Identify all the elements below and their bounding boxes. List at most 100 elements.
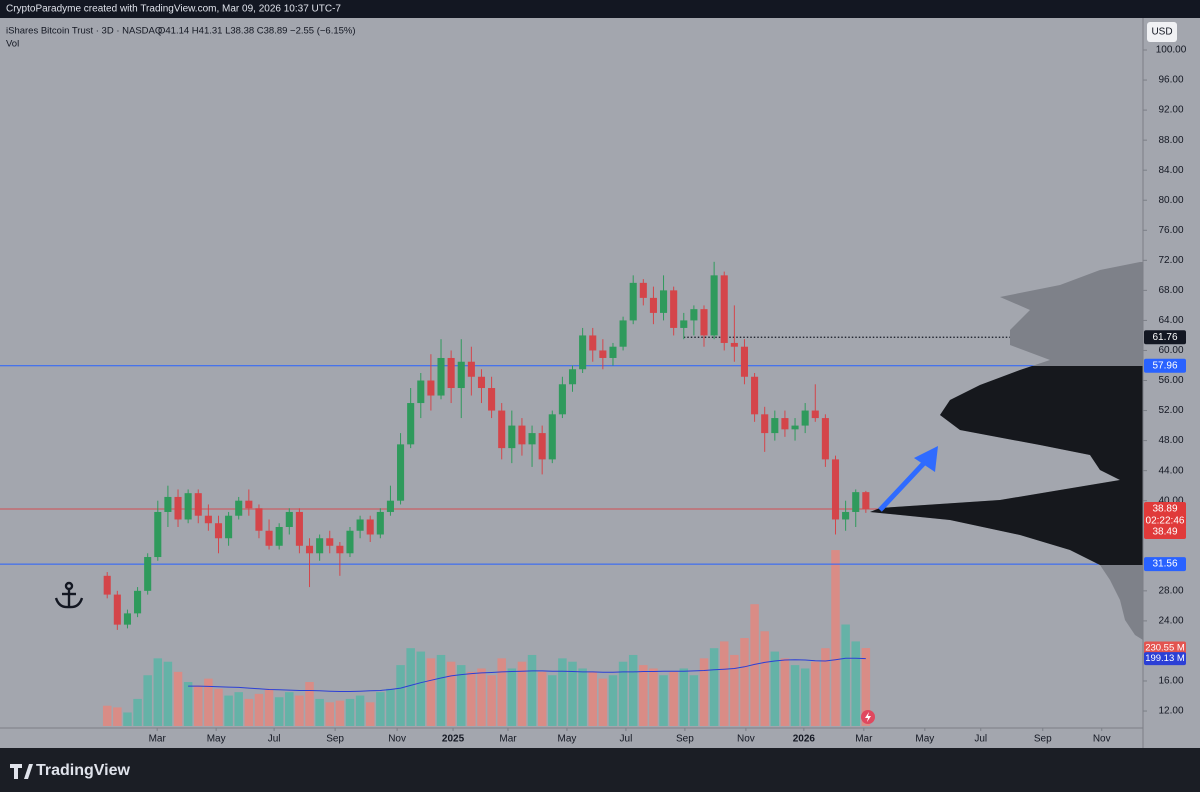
volume-bar — [102, 705, 112, 726]
candle-body — [356, 519, 364, 531]
candle-body — [235, 500, 243, 516]
y-tick-label: 16.00 — [1158, 676, 1183, 687]
candle-body — [255, 508, 263, 531]
volume-bar — [598, 678, 608, 726]
candle-body — [477, 376, 486, 389]
volume-bar — [477, 668, 486, 726]
volume-bar — [588, 671, 597, 726]
candle-body — [609, 346, 617, 358]
candle-body — [336, 545, 344, 554]
volume-bar — [143, 675, 152, 726]
candle-body — [710, 275, 718, 336]
y-tick-label: 56.00 — [1158, 375, 1183, 386]
candle-body — [214, 523, 223, 539]
candle-body — [144, 557, 152, 591]
candle-body — [225, 515, 233, 539]
volume-bar — [517, 661, 527, 726]
candle-body — [366, 519, 374, 535]
candle-body — [295, 511, 303, 546]
candle-body — [771, 418, 779, 434]
volume-bar — [730, 654, 739, 726]
candle-body — [852, 492, 860, 512]
candle-body — [134, 590, 142, 614]
candle-body — [548, 414, 556, 460]
volume-bar — [194, 685, 203, 726]
volume-bar — [760, 631, 769, 726]
volume-bar — [821, 648, 830, 726]
volume-bar — [628, 654, 638, 726]
volume-bar — [659, 675, 668, 726]
x-tick-label: May — [207, 734, 226, 745]
volume-bar — [861, 647, 871, 726]
y-tick-label: 76.00 — [1158, 225, 1183, 236]
volume-ma-line — [188, 657, 866, 692]
candle-body — [346, 530, 354, 554]
volume-bar — [608, 675, 618, 726]
volume-bar — [639, 665, 648, 726]
volume-bar — [456, 665, 466, 726]
volume-bar — [740, 638, 749, 726]
candle-body — [427, 380, 435, 396]
currency-box — [1147, 22, 1177, 42]
x-tick-label: Jul — [620, 734, 633, 745]
volume-bar — [163, 661, 173, 726]
candle-body — [568, 369, 577, 385]
volume-bar — [234, 692, 243, 726]
volume-bar — [770, 651, 780, 726]
dotted-line-label: 61.76 — [1152, 332, 1177, 343]
volume-bar — [264, 688, 274, 726]
candle-body — [397, 444, 405, 501]
candle-body — [245, 500, 253, 509]
y-tick-label: 100.00 — [1156, 45, 1187, 56]
candle-body — [326, 538, 334, 546]
volume-bar — [841, 624, 850, 726]
volume-bar — [578, 668, 587, 726]
x-tick-label: Nov — [737, 734, 755, 745]
y-tick-label: 40.00 — [1158, 495, 1183, 506]
dotted-line-box — [1144, 330, 1186, 345]
volume-bar — [537, 671, 547, 726]
y-tick-label: 44.00 — [1158, 465, 1183, 476]
volume-label: 230.55 M — [1145, 643, 1185, 654]
y-tick-label: 24.00 — [1158, 616, 1183, 627]
prev-label: 38.49 — [1152, 527, 1177, 538]
volume-bar — [446, 661, 456, 726]
volume-bar — [254, 693, 264, 726]
volume-bar — [699, 658, 709, 726]
candle-body — [184, 493, 192, 520]
anchor-icon — [54, 581, 84, 609]
candle-body — [488, 388, 496, 411]
candle-body — [831, 459, 840, 520]
x-tick-label: May — [915, 734, 934, 745]
y-tick-label: 12.00 — [1158, 706, 1183, 717]
volume-bar — [153, 658, 163, 726]
last-price-label: 38.89 — [1152, 504, 1177, 515]
x-tick-label: 2025 — [442, 734, 465, 745]
volume-bar — [831, 550, 840, 726]
x-tick-label: Nov — [1093, 734, 1111, 745]
volume-bar — [305, 682, 314, 726]
volume-bar — [780, 658, 790, 726]
volume-bar — [709, 648, 719, 726]
candle-body — [275, 526, 283, 546]
y-tick-label: 52.00 — [1158, 405, 1183, 416]
candle-body — [791, 425, 799, 430]
candle-body — [164, 496, 172, 512]
volume-label: 199.13 M — [1145, 653, 1185, 664]
candle-body — [518, 425, 526, 445]
candle-body — [558, 384, 566, 415]
volume-bar — [335, 700, 345, 726]
volume-bar — [558, 658, 567, 726]
x-tick-label: Sep — [326, 734, 344, 745]
y-tick-label: 28.00 — [1158, 585, 1183, 596]
volume-bar — [436, 654, 446, 726]
candle-body — [862, 492, 870, 510]
annotation-arrow — [878, 446, 938, 512]
volume-bar — [224, 695, 233, 726]
volume-bar — [295, 695, 304, 726]
y-tick-label: 68.00 — [1158, 285, 1183, 296]
x-tick-label: Mar — [499, 734, 517, 745]
x-tick-label: Nov — [388, 734, 406, 745]
x-tick-label: Jul — [974, 734, 987, 745]
